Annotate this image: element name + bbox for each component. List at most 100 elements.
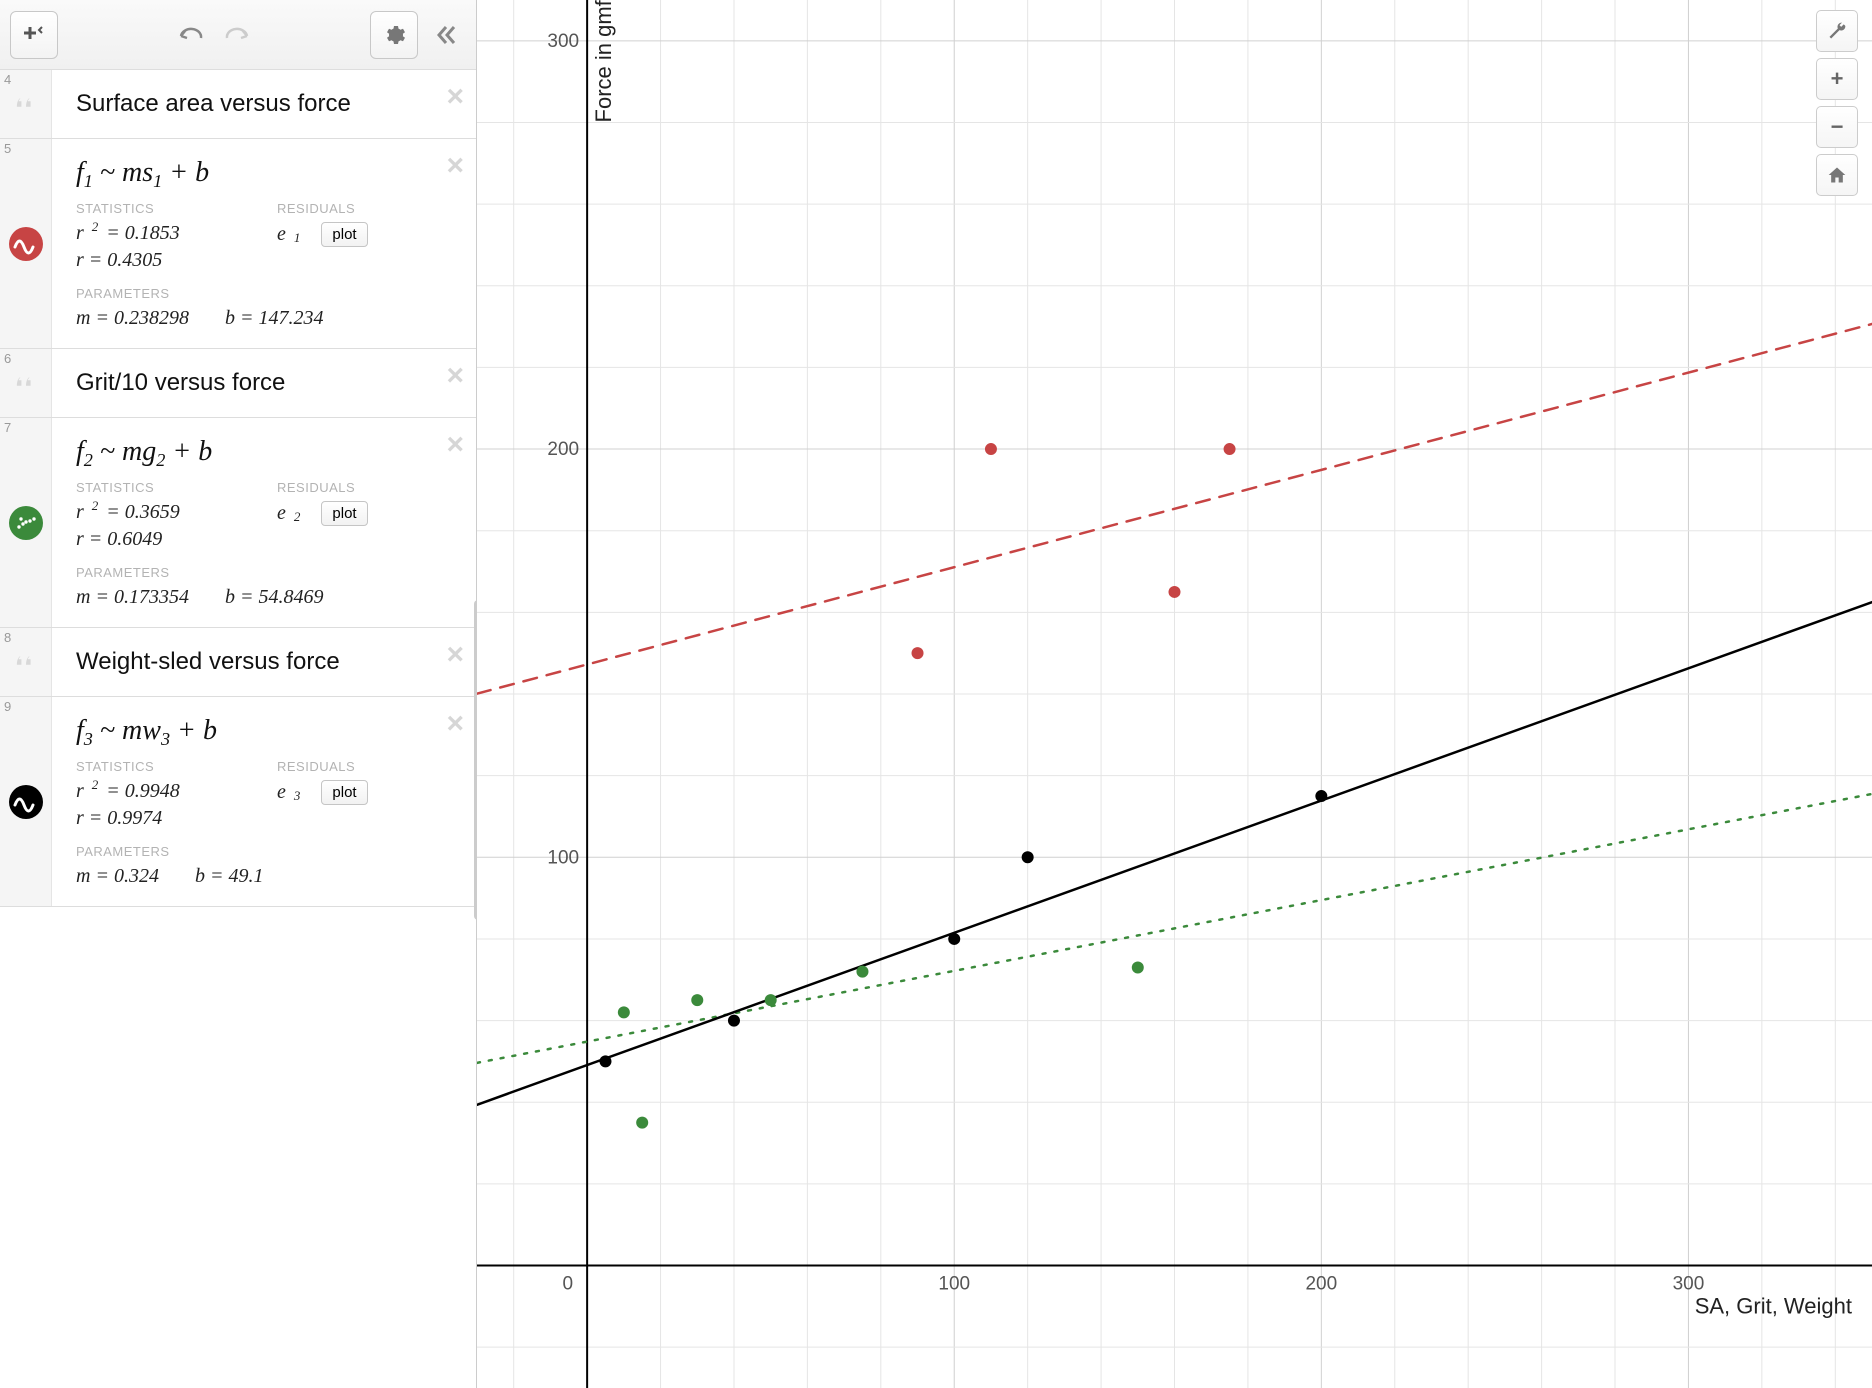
data-point-grit[interactable]	[618, 1006, 630, 1018]
regression-formula[interactable]: f1 ~ ms1 + b	[76, 157, 452, 189]
row-body: ×Grit/10 versus force	[52, 349, 476, 417]
add-button[interactable]	[10, 11, 58, 59]
regression-row[interactable]: 7 ×f2 ~ mg2 + b STATISTICS r2 = 0.3659 r = 0…	[0, 418, 476, 628]
close-icon[interactable]: ×	[446, 149, 464, 183]
m-param: m = 0.324	[76, 865, 159, 888]
b-param: b = 147.234	[225, 307, 324, 330]
close-icon[interactable]: ×	[446, 707, 464, 741]
row-body: ×Weight-sled versus force	[52, 628, 476, 696]
params-label: PARAMETERS	[76, 844, 452, 859]
residual-line: e1 plot	[277, 222, 452, 247]
row-index: 8	[4, 630, 11, 645]
stats-label: STATISTICS	[76, 201, 251, 216]
data-point-grit[interactable]	[1132, 962, 1144, 974]
r-squared-value: r2 = 0.9948	[76, 780, 251, 803]
row-body: ×Surface area versus force	[52, 70, 476, 138]
regression-row[interactable]: 9 ×f3 ~ mw3 + b STATISTICS r2 = 0.9948 r = 0…	[0, 697, 476, 907]
y-tick-label: 300	[547, 31, 579, 52]
regression-formula[interactable]: f2 ~ mg2 + b	[76, 436, 452, 468]
data-point-weight[interactable]	[1022, 851, 1034, 863]
graph-area[interactable]: 1002003001002003000SA, Grit, WeightForce…	[477, 0, 1872, 1388]
data-point-weight[interactable]	[728, 1015, 740, 1027]
params-label: PARAMETERS	[76, 565, 452, 580]
note-row[interactable]: 4 ×Surface area versus force	[0, 70, 476, 139]
note-row[interactable]: 6 ×Grit/10 versus force	[0, 349, 476, 418]
sidebar-toolbar	[0, 0, 476, 70]
row-index: 4	[4, 72, 11, 87]
x-tick-label: 200	[1305, 1274, 1337, 1295]
residual-line: e3 plot	[277, 780, 452, 805]
data-point-grit[interactable]	[636, 1117, 648, 1129]
data-point-surface-area[interactable]	[985, 443, 997, 455]
redo-icon[interactable]	[223, 24, 251, 46]
row-index: 7	[4, 420, 11, 435]
residuals-label: RESIDUALS	[277, 759, 452, 774]
data-point-weight[interactable]	[599, 1055, 611, 1067]
expression-list: 4×Surface area versus force5×f1 ~ ms1 + …	[0, 70, 476, 1388]
quote-icon	[15, 93, 37, 115]
series-icon[interactable]	[9, 506, 43, 540]
series-icon[interactable]	[9, 227, 43, 261]
row-index: 9	[4, 699, 11, 714]
regression-row[interactable]: 5 ×f1 ~ ms1 + b STATISTICS r2 = 0.1853 r = 0…	[0, 139, 476, 349]
series-icon[interactable]	[9, 785, 43, 819]
data-point-surface-area[interactable]	[912, 647, 924, 659]
row-body: ×f3 ~ mw3 + b STATISTICS r2 = 0.9948 r = 0.…	[52, 697, 476, 906]
zoom-in-button[interactable]: +	[1816, 58, 1858, 100]
data-point-grit[interactable]	[691, 994, 703, 1006]
x-axis-label: SA, Grit, Weight	[1695, 1294, 1852, 1319]
regression-formula[interactable]: f3 ~ mw3 + b	[76, 715, 452, 747]
b-param: b = 49.1	[195, 865, 264, 888]
r-value: r = 0.6049	[76, 528, 251, 551]
close-icon[interactable]: ×	[446, 80, 464, 114]
r-value: r = 0.4305	[76, 249, 251, 272]
y-axis-label: Force in gmf	[591, 0, 616, 122]
note-text[interactable]: Weight-sled versus force	[76, 646, 452, 682]
home-button[interactable]	[1816, 154, 1858, 196]
b-param: b = 54.8469	[225, 586, 324, 609]
plot-button[interactable]: plot	[321, 780, 367, 805]
r-squared-value: r2 = 0.1853	[76, 222, 251, 245]
collapse-sidebar-button[interactable]	[426, 23, 466, 47]
row-gutter	[0, 139, 52, 348]
m-param: m = 0.238298	[76, 307, 189, 330]
settings-button[interactable]	[370, 11, 418, 59]
residuals-label: RESIDUALS	[277, 201, 452, 216]
undo-icon[interactable]	[177, 24, 205, 46]
stats-label: STATISTICS	[76, 480, 251, 495]
quote-icon	[15, 372, 37, 394]
data-point-weight[interactable]	[948, 933, 960, 945]
close-icon[interactable]: ×	[446, 359, 464, 393]
expression-sidebar: 4×Surface area versus force5×f1 ~ ms1 + …	[0, 0, 477, 1388]
zoom-out-button[interactable]: −	[1816, 106, 1858, 148]
r-value: r = 0.9974	[76, 807, 251, 830]
row-index: 6	[4, 351, 11, 366]
residuals-label: RESIDUALS	[277, 480, 452, 495]
row-gutter	[0, 697, 52, 906]
note-text[interactable]: Surface area versus force	[76, 88, 452, 124]
plot-button[interactable]: plot	[321, 222, 367, 247]
graph-controls: + −	[1816, 10, 1858, 196]
quote-icon	[15, 651, 37, 673]
data-point-surface-area[interactable]	[1169, 586, 1181, 598]
data-point-surface-area[interactable]	[1224, 443, 1236, 455]
stats-label: STATISTICS	[76, 759, 251, 774]
data-point-grit[interactable]	[856, 966, 868, 978]
x-tick-label: 300	[1673, 1274, 1705, 1295]
origin-label: 0	[563, 1274, 574, 1295]
wrench-button[interactable]	[1816, 10, 1858, 52]
note-text[interactable]: Grit/10 versus force	[76, 367, 452, 403]
r-squared-value: r2 = 0.3659	[76, 501, 251, 524]
data-point-weight[interactable]	[1315, 790, 1327, 802]
data-point-grit[interactable]	[765, 994, 777, 1006]
note-row[interactable]: 8 ×Weight-sled versus force	[0, 628, 476, 697]
close-icon[interactable]: ×	[446, 638, 464, 672]
graph-canvas[interactable]: 1002003001002003000SA, Grit, WeightForce…	[477, 0, 1872, 1388]
residual-line: e2 plot	[277, 501, 452, 526]
row-gutter	[0, 418, 52, 627]
close-icon[interactable]: ×	[446, 428, 464, 462]
plot-button[interactable]: plot	[321, 501, 367, 526]
row-index: 5	[4, 141, 11, 156]
x-tick-label: 100	[938, 1274, 970, 1295]
m-param: m = 0.173354	[76, 586, 189, 609]
